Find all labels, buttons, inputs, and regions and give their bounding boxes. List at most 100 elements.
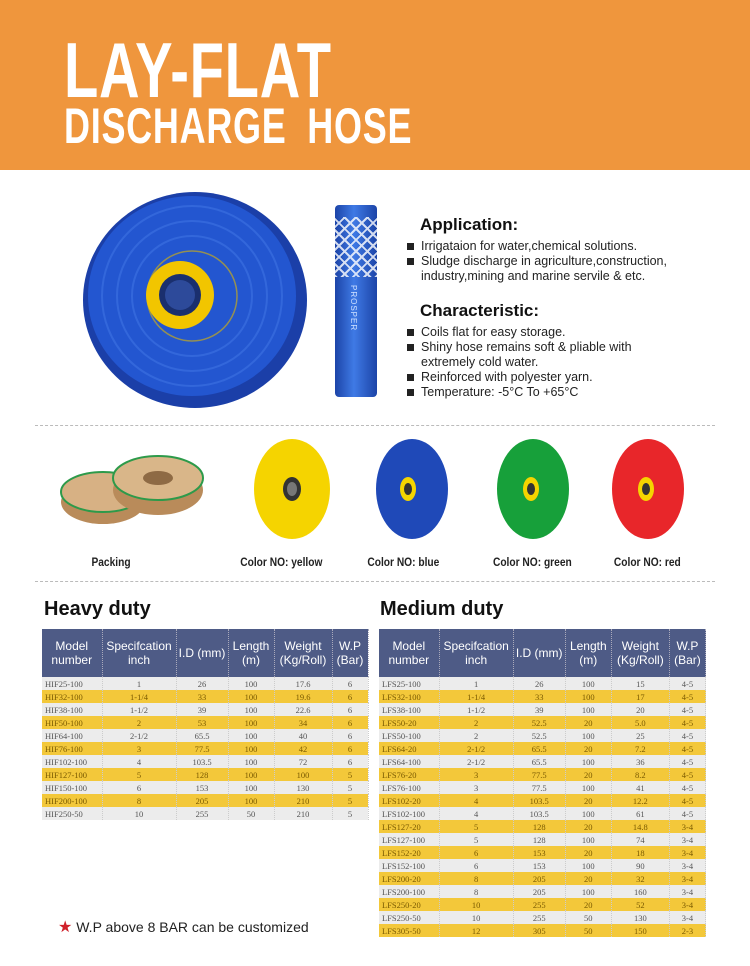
table-cell: 3-4 [669, 898, 707, 911]
table-cell: 4 [102, 755, 177, 768]
characteristic-item: Coils flat for easy storage. [406, 325, 666, 340]
yellow-reel-image [254, 439, 330, 539]
table-cell: 2 [439, 729, 514, 742]
table-cell: 20 [565, 716, 612, 729]
table-row: LFS50-100 2 52.5 100 25 4-5 [379, 729, 707, 742]
table-cell: 33 [513, 690, 566, 703]
table-cell: 3-4 [669, 820, 707, 833]
table-cell: 53 [176, 716, 229, 729]
table-cell: 5 [332, 807, 369, 820]
table-row: LFS152-20 6 153 20 18 3-4 [379, 846, 707, 859]
title-banner: LAY-FLAT DISCHARGE HOSE [0, 0, 750, 170]
column-header: Specifcation inch [102, 629, 177, 677]
table-cell: 1 [102, 677, 177, 690]
table-cell: HIF38-100 [42, 703, 103, 716]
table-cell: 153 [513, 859, 566, 872]
table-cell: 6 [332, 703, 369, 716]
table-cell: 77.5 [513, 781, 566, 794]
table-cell: 10 [102, 807, 177, 820]
table-cell: 2-1/2 [102, 729, 177, 742]
table-cell: 65.5 [176, 729, 229, 742]
table-row: HIF150-100 6 153 100 130 5 [42, 781, 369, 794]
table-cell: 6 [332, 716, 369, 729]
table-cell: 103.5 [513, 794, 566, 807]
table-row: LFS32-100 1-1/4 33 100 17 4-5 [379, 690, 707, 703]
table-cell: 5 [439, 833, 514, 846]
table-cell: 4 [439, 807, 514, 820]
table-cell: 3-4 [669, 872, 707, 885]
packing-label: Packing [91, 555, 131, 569]
table-cell: 10 [439, 911, 514, 924]
table-cell: 34 [274, 716, 333, 729]
table-cell: 20 [565, 898, 612, 911]
table-cell: 100 [565, 885, 612, 898]
table-cell: 205 [513, 885, 566, 898]
table-cell: LFS200-20 [379, 872, 440, 885]
table-cell: 100 [274, 768, 333, 781]
characteristic-item: Reinforced with polyester yarn. [406, 370, 666, 385]
table-cell: 6 [439, 859, 514, 872]
table-cell: 15 [611, 677, 670, 690]
table-cell: 20 [565, 742, 612, 755]
table-cell: LFS200-100 [379, 885, 440, 898]
table-cell: 2 [102, 716, 177, 729]
table-cell: 100 [565, 703, 612, 716]
packing-image [60, 455, 204, 524]
table-cell: LFS102-20 [379, 794, 440, 807]
table-cell: 4-5 [669, 807, 707, 820]
medium-duty-table: Model number Specifcation inch I.D (mm) Len… [379, 629, 707, 937]
column-header: I.D (mm) [176, 629, 229, 677]
column-header: W.P (Bar) [332, 629, 369, 677]
heavy-duty-table: Model number Specifcation inch I.D (mm) Len… [42, 629, 369, 820]
table-row: LFS127-20 5 128 20 14.8 3-4 [379, 820, 707, 833]
hose-brand: PROSPER [349, 285, 358, 332]
characteristic-list: Coils flat for easy storage. Shiny hose … [406, 325, 666, 400]
table-row: LFS250-20 10 255 20 52 3-4 [379, 898, 707, 911]
table-cell: 6 [332, 755, 369, 768]
table-cell: 4 [439, 794, 514, 807]
heavy-duty-title: Heavy duty [44, 598, 151, 620]
column-header: Length (m) [228, 629, 275, 677]
table-cell: 1-1/4 [439, 690, 514, 703]
table-cell: 26 [513, 677, 566, 690]
table-row: HIF76-100 3 77.5 100 42 6 [42, 742, 369, 755]
table-cell: 52.5 [513, 729, 566, 742]
table-row: HIF102-100 4 103.5 100 72 6 [42, 755, 369, 768]
table-cell: 50 [565, 911, 612, 924]
table-cell: 130 [611, 911, 670, 924]
table-cell: 52.5 [513, 716, 566, 729]
table-cell: 100 [228, 768, 275, 781]
table-cell: 3 [439, 768, 514, 781]
table-cell: 100 [228, 729, 275, 742]
table-cell: HIF200-100 [42, 794, 103, 807]
table-cell: 4-5 [669, 794, 707, 807]
table-cell: LFS250-20 [379, 898, 440, 911]
table-cell: 50 [228, 807, 275, 820]
table-cell: HIF76-100 [42, 742, 103, 755]
table-cell: LFS50-20 [379, 716, 440, 729]
table-cell: 8 [102, 794, 177, 807]
application-item: Irrigataion for water,chemical solutions… [406, 239, 696, 254]
red-reel-image [612, 439, 684, 539]
customization-note: ★ W.P above 8 BAR can be customized [58, 917, 309, 937]
table-cell: 14.8 [611, 820, 670, 833]
table-cell: 100 [565, 729, 612, 742]
table-row: LFS76-20 3 77.5 20 8.2 4-5 [379, 768, 707, 781]
table-row: LFS76-100 3 77.5 100 41 4-5 [379, 781, 707, 794]
table-cell: 36 [611, 755, 670, 768]
table-row: LFS64-20 2-1/2 65.5 20 7.2 4-5 [379, 742, 707, 755]
table-cell: 100 [565, 677, 612, 690]
table-cell: 8.2 [611, 768, 670, 781]
table-cell: 100 [565, 755, 612, 768]
table-row: HIF127-100 5 128 100 100 5 [42, 768, 369, 781]
table-cell: LFS50-100 [379, 729, 440, 742]
note-text: W.P above 8 BAR can be customized [76, 919, 309, 935]
table-cell: 1-1/2 [439, 703, 514, 716]
table-cell: HIF250-50 [42, 807, 103, 820]
table-row: HIF25-100 1 26 100 17.6 6 [42, 677, 369, 690]
table-cell: 153 [513, 846, 566, 859]
table-cell: HIF32-100 [42, 690, 103, 703]
table-cell: 4-5 [669, 742, 707, 755]
table-cell: 26 [176, 677, 229, 690]
medium-duty-title: Medium duty [380, 598, 504, 620]
